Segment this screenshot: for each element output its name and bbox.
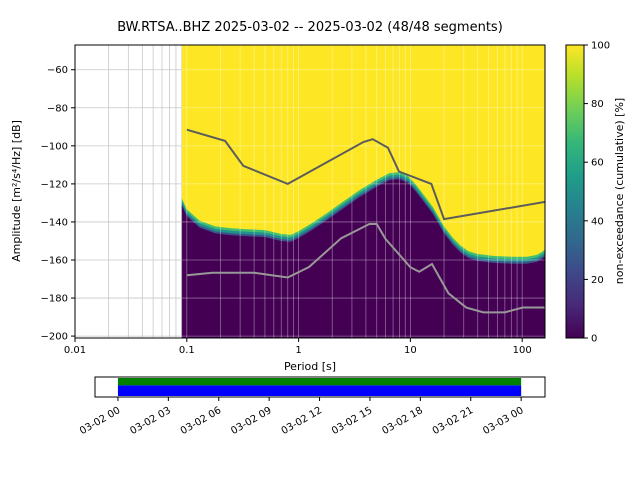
y-tick-label: −60	[47, 65, 68, 76]
x-tick-label: 10	[404, 345, 417, 356]
x-tick-label: 0.1	[179, 345, 195, 356]
x-tick-label: 0.01	[64, 345, 86, 356]
x-axis-label: Period [s]	[284, 360, 336, 373]
render-root: 0.01 0.1 1 10 100 −60 −80 −100 −120 −140 −160 −180 −…	[41, 41, 611, 438]
timeline-tick-label: 03-02 15	[330, 405, 374, 437]
nhnm-line	[186, 128, 545, 221]
colorbar-tick-label: 60	[591, 158, 604, 169]
timeline-tick-label: 03-02 21	[431, 405, 475, 437]
y-tick-label: −80	[47, 103, 68, 114]
tick-labels: 0.01 0.1 1 10 100 −60 −80 −100 −120 −140 −160 −180 −…	[41, 41, 611, 357]
colorbar-tick-label: 20	[591, 275, 604, 286]
timeline-tick-label: 03-02 06	[179, 405, 223, 437]
timeline-tick-label: 03-02 03	[128, 405, 172, 437]
timeline-used-bar	[117, 378, 522, 386]
colorbar-tick-label: 80	[591, 99, 604, 110]
colorbar-tick-label: 0	[591, 334, 597, 345]
plot-title: BW.RTSA..BHZ 2025-03-02 -- 2025-03-02 (4…	[117, 20, 503, 35]
timeline-tick-label: 03-02 18	[380, 405, 424, 437]
axes-border	[74, 44, 546, 339]
timeline-tick-label: 03-03 00	[481, 405, 525, 437]
y-tick-label: −120	[41, 179, 68, 190]
data-region	[181, 45, 545, 338]
x-tick-label: 100	[513, 345, 532, 356]
y-tick-label: −100	[41, 141, 68, 152]
colorbar	[566, 45, 584, 338]
timeline-tick-label: 03-02 12	[280, 405, 324, 437]
colorbar-label: non-exceedance (cumulative) [%]	[613, 98, 626, 284]
tick-marks	[71, 44, 588, 342]
noise-models	[186, 128, 545, 314]
y-tick-label: −200	[41, 332, 68, 343]
timeline-data-bar	[117, 385, 522, 396]
timeline-tick-label: 03-02 09	[229, 405, 273, 437]
nlnm-line	[186, 223, 545, 314]
y-axis-label: Amplitude [m²/s⁴/Hz] [dB]	[10, 120, 23, 262]
y-tick-label: −160	[41, 255, 68, 266]
grid-over-data	[181, 45, 545, 338]
colorbar-tick-label: 40	[591, 216, 604, 227]
y-tick-label: −180	[41, 294, 68, 305]
y-tick-label: −140	[41, 217, 68, 228]
colorbar-tick-label: 100	[591, 41, 610, 52]
colorbar-border	[565, 44, 585, 339]
x-tick-label: 1	[295, 345, 301, 356]
timeline-tick-label: 03-02 00	[78, 405, 122, 437]
